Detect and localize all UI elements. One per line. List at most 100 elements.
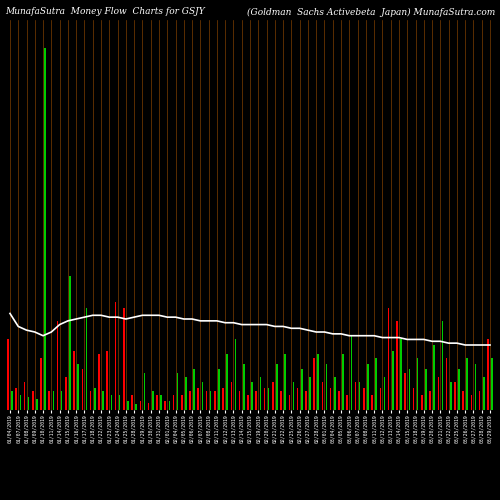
Bar	[32, 392, 34, 410]
Bar	[380, 388, 381, 410]
Bar	[404, 373, 406, 410]
Bar	[338, 392, 340, 410]
Bar	[434, 345, 435, 410]
Bar	[106, 350, 108, 410]
Bar	[202, 382, 203, 410]
Bar	[326, 364, 328, 410]
Bar	[322, 382, 323, 410]
Bar	[446, 358, 448, 410]
Bar	[359, 382, 360, 410]
Bar	[388, 308, 390, 410]
Text: MunafaSutra  Money Flow  Charts for GSJY: MunafaSutra Money Flow Charts for GSJY	[5, 8, 205, 16]
Bar	[292, 382, 294, 410]
Bar	[160, 395, 162, 410]
Bar	[102, 392, 104, 410]
Bar	[140, 400, 141, 410]
Bar	[479, 392, 480, 410]
Bar	[11, 392, 13, 410]
Bar	[65, 376, 66, 410]
Bar	[148, 402, 150, 410]
Bar	[252, 382, 253, 410]
Bar	[305, 392, 306, 410]
Bar	[458, 369, 460, 410]
Bar	[164, 400, 166, 410]
Bar	[466, 358, 468, 410]
Bar	[475, 364, 476, 410]
Bar	[119, 395, 120, 410]
Bar	[470, 395, 472, 410]
Bar	[98, 354, 100, 410]
Bar	[239, 392, 240, 410]
Bar	[354, 382, 356, 410]
Bar	[346, 395, 348, 410]
Bar	[189, 392, 191, 410]
Bar	[48, 392, 50, 410]
Bar	[181, 395, 182, 410]
Bar	[28, 397, 29, 410]
Bar	[438, 376, 439, 410]
Bar	[40, 358, 42, 410]
Bar	[226, 354, 228, 410]
Bar	[297, 388, 298, 410]
Bar	[301, 369, 302, 410]
Bar	[156, 395, 158, 410]
Bar	[429, 392, 431, 410]
Bar	[372, 395, 373, 410]
Bar	[309, 376, 311, 410]
Bar	[194, 369, 195, 410]
Bar	[450, 382, 452, 410]
Bar	[454, 382, 456, 410]
Bar	[284, 354, 286, 410]
Bar	[198, 388, 199, 410]
Bar	[487, 340, 489, 410]
Bar	[234, 340, 236, 410]
Bar	[256, 392, 257, 410]
Bar	[136, 404, 137, 410]
Bar	[492, 358, 493, 410]
Bar	[230, 382, 232, 410]
Bar	[61, 392, 62, 410]
Bar	[392, 350, 394, 410]
Bar	[86, 308, 87, 410]
Bar	[425, 369, 426, 410]
Bar	[384, 376, 386, 410]
Bar	[417, 358, 418, 410]
Bar	[280, 392, 282, 410]
Bar	[152, 392, 154, 410]
Bar	[172, 395, 174, 410]
Bar	[110, 395, 112, 410]
Bar	[363, 388, 364, 410]
Bar	[132, 395, 133, 410]
Bar	[57, 321, 58, 410]
Bar	[36, 399, 38, 410]
Bar	[78, 364, 79, 410]
Bar	[288, 395, 290, 410]
Bar	[396, 321, 398, 410]
Bar	[222, 388, 224, 410]
Bar	[94, 388, 96, 410]
Bar	[462, 392, 464, 410]
Bar	[376, 358, 377, 410]
Bar	[334, 376, 336, 410]
Bar	[276, 364, 278, 410]
Bar	[247, 395, 248, 410]
Bar	[483, 376, 484, 410]
Bar	[314, 358, 315, 410]
Bar	[264, 388, 266, 410]
Bar	[342, 354, 344, 410]
Bar	[7, 340, 8, 410]
Bar	[69, 276, 71, 410]
Bar	[177, 373, 178, 410]
Bar	[127, 400, 128, 410]
Bar	[206, 392, 208, 410]
Bar	[44, 48, 46, 410]
Bar	[260, 376, 261, 410]
Bar	[400, 340, 402, 410]
Bar	[218, 369, 220, 410]
Bar	[330, 388, 332, 410]
Bar	[408, 369, 410, 410]
Text: (Goldman  Sachs Activebeta  Japan) MunafaSutra.com: (Goldman Sachs Activebeta Japan) MunafaS…	[247, 8, 495, 16]
Bar	[168, 400, 170, 410]
Bar	[74, 350, 75, 410]
Bar	[90, 392, 92, 410]
